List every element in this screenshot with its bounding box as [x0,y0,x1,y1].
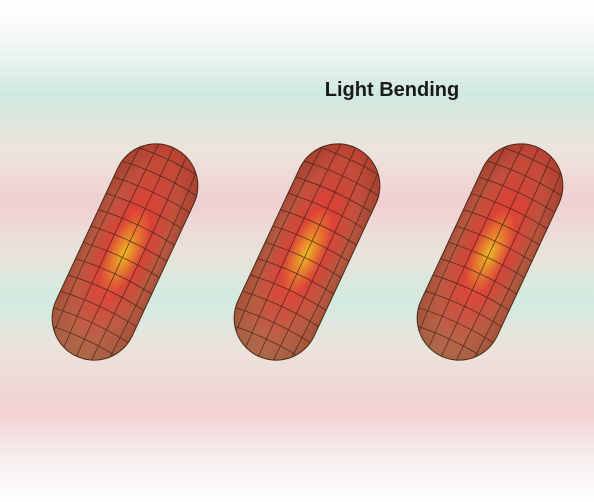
title: Light Bending [325,79,459,101]
illustration: Light Bending [0,0,594,502]
